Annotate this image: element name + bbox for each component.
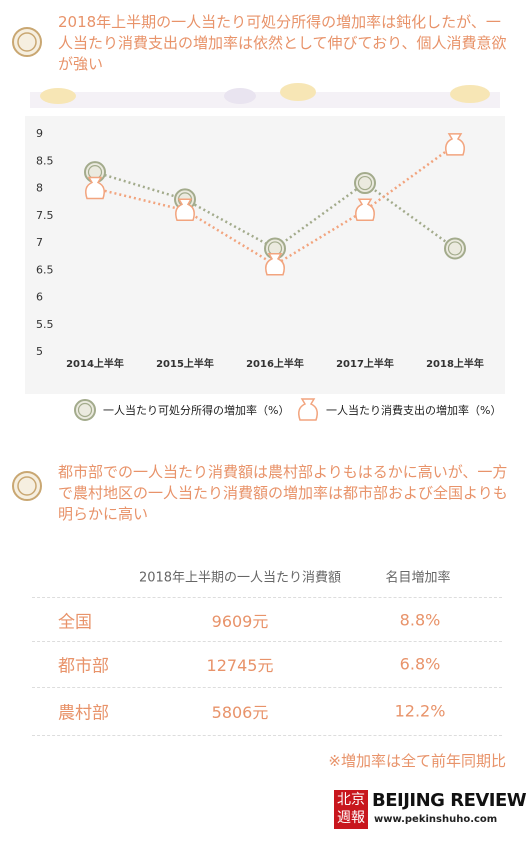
- url: www.pekinshuho.com: [374, 814, 498, 825]
- y-tick-label: 5: [36, 345, 43, 358]
- data-point: [175, 198, 195, 222]
- legend-icon: [74, 399, 96, 421]
- data-point: [355, 198, 375, 222]
- data-point: [444, 237, 466, 260]
- x-tick-label: 2018上半年: [426, 357, 484, 370]
- divider: [32, 597, 502, 598]
- cell: 8.8%: [399, 610, 441, 630]
- plot-background: [25, 116, 505, 394]
- decor-band: [30, 83, 500, 108]
- y-tick-label: 6: [36, 291, 43, 304]
- data-point: [85, 176, 105, 200]
- cell: 5806元: [211, 703, 269, 722]
- y-tick-label: 5.5: [36, 318, 54, 331]
- x-tick-label: 2017上半年: [336, 357, 394, 370]
- heading: 2018年上半期の一人当たり可処分所得の増加率は鈍化したが、一人当たり消費支出の…: [58, 13, 507, 73]
- cell: 6.8%: [399, 654, 441, 674]
- cell: 9609元: [211, 612, 269, 631]
- heading: 都市部での一人当たり消費額は農村部よりもはるかに高いが、一方で農村地区の一人当た…: [58, 463, 508, 523]
- cell: 12.2%: [394, 701, 446, 721]
- y-tick-label: 7.5: [36, 209, 54, 222]
- y-tick-label: 6.5: [36, 263, 54, 276]
- x-tick-label: 2015上半年: [156, 357, 214, 370]
- divider: [32, 687, 502, 688]
- note: ※増加率は全て前年同期比: [328, 752, 506, 770]
- x-tick-label: 2014上半年: [66, 357, 124, 370]
- marker-inner: [447, 241, 463, 256]
- table-header: 名目増加率: [385, 570, 451, 586]
- legend-icon: [298, 398, 318, 421]
- y-tick-label: 9: [36, 127, 43, 140]
- y-tick-label: 8.5: [36, 154, 54, 167]
- logo-en: BEIJING REVIEW: [372, 790, 527, 811]
- coin-icon: [12, 27, 42, 57]
- legend-label: 一人当たり可処分所得の増加率（%）: [103, 403, 289, 417]
- marker-inner: [77, 402, 93, 418]
- marker-inner: [357, 175, 373, 191]
- data-point: [354, 172, 376, 195]
- table-header: 2018年上半期の一人当たり消費額: [138, 570, 342, 586]
- row-label: 都市部: [58, 656, 109, 677]
- coin-icon: [12, 471, 42, 501]
- cell: 12745元: [206, 656, 274, 675]
- row-label: 全国: [58, 612, 92, 633]
- legend-label: 一人当たり消費支出の増加率（%）: [326, 403, 501, 417]
- x-tick-label: 2016上半年: [246, 357, 304, 370]
- divider: [32, 735, 502, 736]
- logo-cn: 北京週報: [334, 790, 368, 829]
- data-point: [265, 253, 285, 276]
- series-line: [94, 143, 456, 267]
- y-tick-label: 8: [36, 182, 43, 195]
- divider: [32, 641, 502, 642]
- y-tick-label: 7: [36, 236, 43, 249]
- row-label: 農村部: [58, 703, 109, 724]
- chart: 5 5.5 6 6.5 7 7.5 8 8.5 9 2014上半年 2015上半年 2016上半年 20…: [12, 27, 505, 421]
- data-point: [445, 133, 465, 156]
